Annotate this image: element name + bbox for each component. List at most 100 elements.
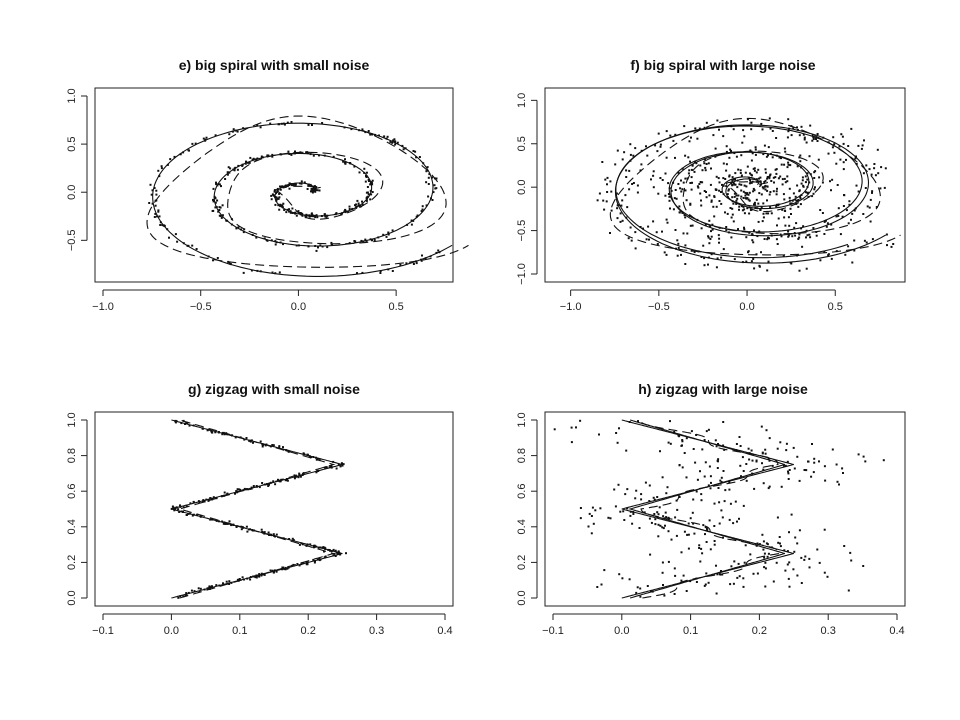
data-point [306, 151, 309, 154]
data-point [287, 150, 290, 153]
y-tick-label: 0.0 [66, 590, 78, 605]
data-point [587, 525, 590, 528]
data-point [282, 446, 284, 449]
data-point [639, 595, 642, 598]
data-point [730, 565, 733, 568]
data-point [738, 183, 741, 186]
data-point [825, 225, 828, 228]
data-point [766, 199, 768, 202]
data-point [769, 206, 772, 209]
data-point [731, 183, 734, 186]
data-point [713, 502, 716, 505]
data-point [781, 183, 784, 186]
data-point [235, 227, 238, 230]
data-point [639, 169, 642, 172]
data-point [721, 516, 724, 519]
data-point [753, 267, 756, 270]
data-point [410, 219, 413, 222]
data-point [312, 154, 315, 157]
data-point [752, 187, 755, 190]
data-point [746, 192, 749, 195]
data-point [693, 532, 696, 535]
data-point [886, 244, 888, 247]
data-point [661, 571, 664, 574]
data-point [243, 487, 246, 490]
data-point [603, 569, 606, 572]
data-point [286, 567, 289, 570]
data-point [634, 497, 637, 500]
data-point [785, 442, 788, 445]
data-point [656, 511, 659, 514]
data-point [869, 220, 872, 223]
data-point [781, 208, 784, 211]
data-point [282, 186, 285, 189]
data-point [761, 452, 764, 455]
data-point [316, 216, 319, 219]
data-point [173, 155, 176, 158]
data-point [299, 475, 302, 478]
data-point [738, 575, 741, 578]
data-point [626, 488, 629, 491]
data-point [394, 140, 397, 143]
data-point [391, 270, 394, 272]
data-point [242, 271, 245, 274]
data-point [367, 178, 370, 181]
data-point [364, 180, 367, 183]
data-point [307, 123, 310, 126]
data-point [199, 587, 202, 590]
data-point [715, 266, 718, 269]
data-point [790, 134, 793, 137]
data-point [788, 531, 790, 534]
data-point [233, 169, 236, 172]
data-point [791, 235, 794, 238]
data-point [628, 188, 631, 191]
data-point [743, 228, 746, 231]
data-point [787, 163, 790, 166]
data-point [332, 548, 335, 551]
data-point [715, 189, 718, 191]
data-point [764, 561, 767, 564]
data-point [755, 460, 758, 463]
data-point [767, 457, 770, 460]
data-point [715, 592, 718, 595]
data-point [665, 218, 668, 221]
data-point [807, 460, 810, 463]
data-point [178, 511, 181, 513]
data-point [699, 181, 702, 183]
data-point [707, 428, 710, 431]
data-point [717, 458, 720, 461]
data-point [613, 488, 616, 491]
data-point [772, 190, 775, 193]
data-point [724, 178, 727, 180]
data-point [310, 456, 312, 459]
data-point [772, 176, 775, 179]
data-point [693, 251, 696, 254]
data-point [709, 238, 712, 240]
data-point [689, 517, 692, 520]
data-point [672, 208, 675, 211]
data-point [361, 128, 364, 131]
y-axis: 0.0 0.2 0.4 0.6 0.8 1.0 [516, 412, 538, 606]
data-point [590, 532, 593, 535]
data-point [838, 483, 840, 486]
data-point [704, 166, 707, 169]
data-point [648, 484, 651, 487]
data-point [839, 158, 842, 161]
data-point [850, 127, 853, 130]
data-point [734, 500, 737, 503]
data-point [218, 183, 221, 186]
data-point [636, 586, 639, 589]
data-point [823, 250, 826, 253]
data-point [816, 140, 819, 142]
data-point [221, 520, 224, 523]
data-point [370, 133, 373, 136]
data-point [802, 133, 805, 136]
data-point [780, 235, 783, 238]
data-point [702, 524, 705, 527]
data-point [217, 210, 220, 213]
data-point [704, 461, 707, 464]
data-point [758, 543, 761, 546]
data-point [740, 174, 743, 177]
data-point [286, 479, 289, 482]
data-point [695, 490, 698, 493]
